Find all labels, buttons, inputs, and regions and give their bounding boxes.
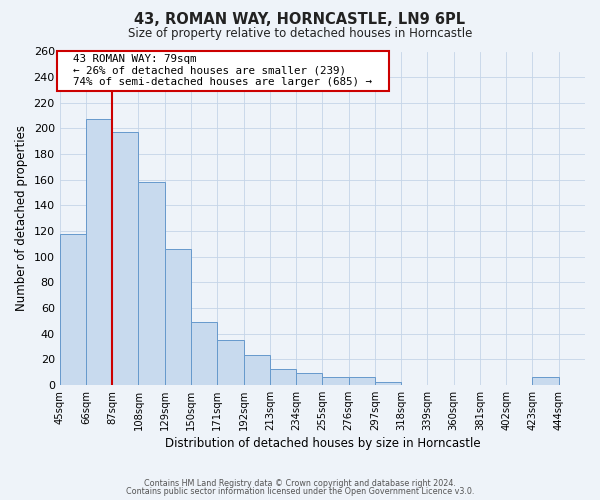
Bar: [139, 182, 165, 385]
Bar: [244, 356, 270, 385]
Bar: [322, 377, 349, 385]
Bar: [165, 249, 191, 385]
Bar: [296, 374, 322, 385]
Bar: [532, 377, 559, 385]
Bar: [59, 234, 86, 385]
Text: Contains public sector information licensed under the Open Government Licence v3: Contains public sector information licen…: [126, 487, 474, 496]
Bar: [375, 382, 401, 385]
Y-axis label: Number of detached properties: Number of detached properties: [15, 125, 28, 311]
Bar: [191, 322, 217, 385]
Text: Contains HM Land Registry data © Crown copyright and database right 2024.: Contains HM Land Registry data © Crown c…: [144, 478, 456, 488]
Text: 43, ROMAN WAY, HORNCASTLE, LN9 6PL: 43, ROMAN WAY, HORNCASTLE, LN9 6PL: [134, 12, 466, 28]
Bar: [217, 340, 244, 385]
Text: Size of property relative to detached houses in Horncastle: Size of property relative to detached ho…: [128, 28, 472, 40]
X-axis label: Distribution of detached houses by size in Horncastle: Distribution of detached houses by size …: [164, 437, 480, 450]
Text: 43 ROMAN WAY: 79sqm  
  ← 26% of detached houses are smaller (239)  
  74% of se: 43 ROMAN WAY: 79sqm ← 26% of detached ho…: [60, 54, 385, 88]
Bar: [112, 132, 139, 385]
Bar: [270, 370, 296, 385]
Bar: [86, 120, 112, 385]
Bar: [349, 377, 375, 385]
